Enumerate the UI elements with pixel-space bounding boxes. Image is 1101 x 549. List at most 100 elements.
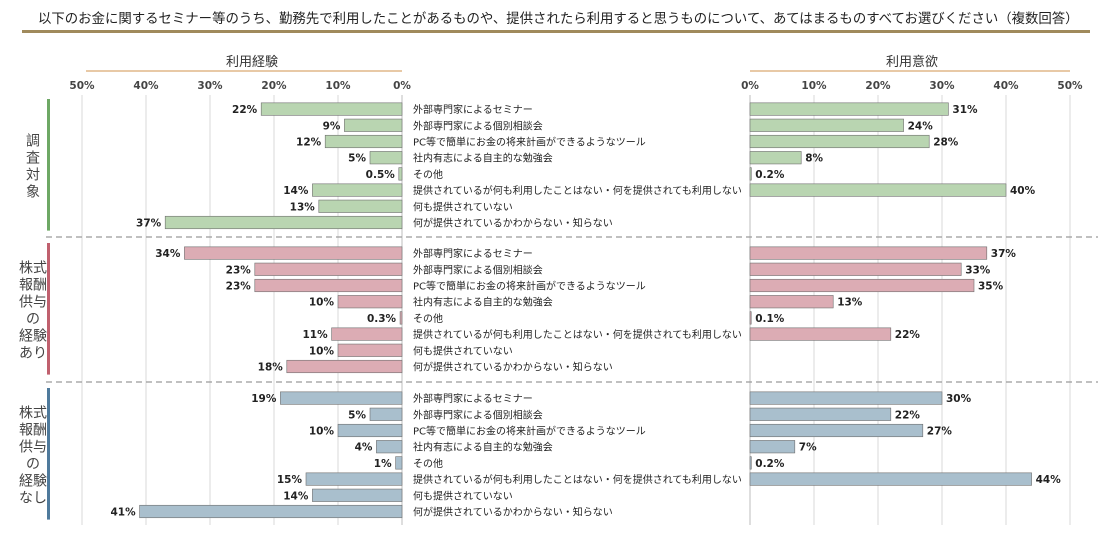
left-data-label: 37% [136,218,162,230]
right-tick-label: 40% [993,80,1019,92]
right-data-label: 22% [895,409,921,421]
right-data-label: 40% [1010,185,1036,197]
left-bar [398,167,403,181]
category-label: その他 [413,457,443,470]
right-bar [749,246,988,260]
left-data-label: 10% [309,345,335,357]
right-data-label: 44% [1036,474,1062,486]
right-data-label: 28% [933,137,959,149]
right-data-label: 24% [908,120,934,132]
left-data-label: 0.5% [366,169,396,181]
left-bar [337,343,403,357]
category-label: 社内有志による自主的な勉強会 [413,441,553,454]
category-label: 社内有志による自主的な勉強会 [413,296,553,309]
right-bar [749,423,924,438]
left-bar [254,262,403,276]
left-data-label: 12% [296,137,322,149]
right-tick-label: 30% [929,80,955,92]
left-tick-label: 30% [197,80,223,92]
left-tick-label: 10% [325,80,351,92]
left-tick-label: 50% [69,80,95,92]
category-label: 何が提供されているかわからない・知らない [413,217,613,230]
right-bar [749,262,962,276]
right-bar [749,327,892,341]
left-bar [318,199,403,213]
group-label: 株式 [19,405,47,421]
right-bar [749,391,943,405]
right-data-label: 35% [978,281,1004,293]
category-label: PC等で簡単にお金の将来計画ができるようなツール [413,425,646,438]
right-data-label: 33% [965,264,991,276]
category-label: 何が提供されているかわからない・知らない [413,506,613,519]
category-label: その他 [413,312,443,325]
group-label: 経験 [19,328,47,344]
left-data-label: 5% [348,153,366,165]
right-data-label: 0.2% [755,169,785,181]
left-bar [331,327,403,341]
group-label: 報酬 [19,422,47,438]
group-label: 象 [26,184,40,200]
category-label: その他 [413,168,443,181]
left-panel-title: 利用経験 [226,55,278,70]
left-data-label: 34% [155,248,181,260]
right-tick-label: 10% [801,80,827,92]
right-data-label: 27% [927,426,953,438]
right-data-label: 8% [805,153,823,165]
category-label: 外部専門家による個別相談会 [413,119,543,132]
category-label: 何も提供されていない [413,344,513,357]
left-bar [254,278,403,293]
right-bar [749,472,1032,486]
left-data-label: 10% [309,297,335,309]
left-bar [260,102,403,116]
left-tick-label: 40% [133,80,159,92]
group-side-bar [47,99,50,231]
category-label: 外部専門家によるセミナー [413,247,533,260]
right-tick-label: 20% [865,80,891,92]
left-bar [184,246,403,260]
left-bar [369,407,403,421]
group-label: 供与 [19,294,47,310]
category-label: 提供されているが何も利用したことはない・何を提供されても利用しない [413,473,742,486]
right-data-label: 0.1% [755,313,785,325]
right-data-label: 13% [837,297,863,309]
right-bar [749,151,802,165]
left-bar [312,183,403,197]
right-bar [749,183,1007,197]
right-data-label: 22% [895,329,921,341]
left-data-label: 41% [110,507,136,519]
left-data-label: 11% [302,329,328,341]
group-label: なし [19,490,47,506]
group-label: 報酬 [19,277,47,293]
left-bar [324,134,403,149]
group-label: 供与 [19,439,47,455]
category-label: 提供されているが何も利用したことはない・何を提供されても利用しない [413,328,742,341]
left-bar [280,391,403,405]
right-bar [749,407,892,421]
right-panel-title-underline [750,70,1070,72]
right-bar [749,311,752,325]
right-tick-label: 50% [1057,80,1083,92]
left-data-label: 10% [309,426,335,438]
right-bar [749,134,930,149]
category-label: PC等で簡単にお金の将来計画ができるようなツール [413,136,646,149]
left-data-label: 4% [355,442,373,454]
right-data-label: 0.2% [755,458,785,470]
category-label: 社内有志による自主的な勉強会 [413,152,553,165]
right-bar [749,102,949,116]
category-label: PC等で簡単にお金の将来計画ができるようなツール [413,280,646,293]
left-data-label: 19% [251,393,277,405]
group-side-bar [47,388,50,520]
group-label: の [26,311,40,327]
right-bar [749,440,796,454]
left-bar [337,423,403,438]
chart-title: 以下のお金に関するセミナー等のうち、勤務先で利用したことがあるものや、提供された… [38,12,1079,27]
left-data-label: 15% [277,474,303,486]
left-data-label: 23% [226,281,252,293]
category-label: 何が提供されているかわからない・知らない [413,361,613,374]
left-tick-label: 20% [261,80,287,92]
left-bar [369,151,403,165]
group-side-bar [47,243,50,375]
right-data-label: 31% [952,104,978,116]
left-bar [164,215,403,230]
